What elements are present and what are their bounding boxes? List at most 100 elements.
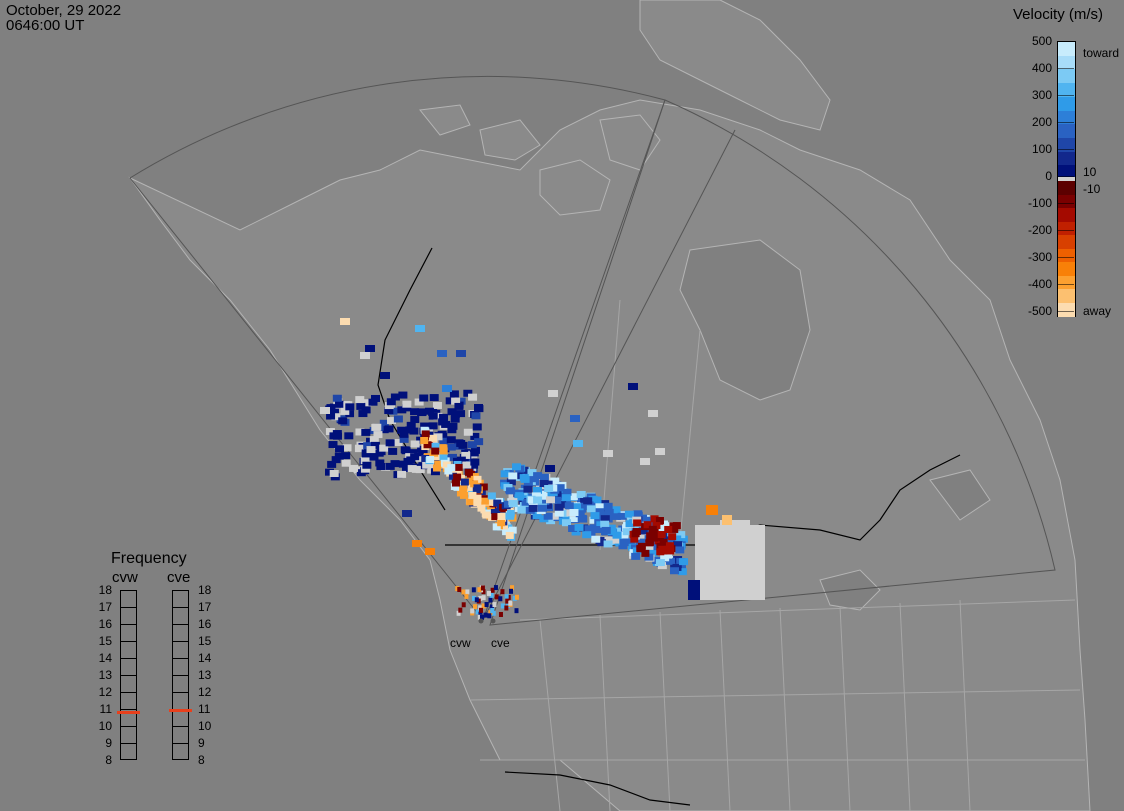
frequency-gridline xyxy=(172,692,189,693)
scatter-cell xyxy=(456,410,466,418)
arctic-island-4 xyxy=(419,104,471,136)
colorbar-pos-thresh-label: 10 xyxy=(1083,165,1097,179)
scatter-cell xyxy=(421,430,430,438)
scatter-cell xyxy=(644,542,654,550)
scatter-cell xyxy=(634,523,644,531)
colorbar-swatch-toward xyxy=(1058,165,1075,180)
scatter-cell xyxy=(475,479,484,487)
frequency-gridline xyxy=(172,743,189,744)
scatter-cell xyxy=(398,460,408,468)
scatter-cell xyxy=(631,552,641,560)
scatter-cell xyxy=(484,602,489,608)
scatter-cell xyxy=(466,498,475,506)
scatter-cell xyxy=(554,503,564,511)
colorbar-tick-label: 100 xyxy=(1031,142,1052,156)
scatter-cell xyxy=(648,525,657,533)
scatter-cell xyxy=(575,510,585,518)
scatter-cell xyxy=(460,478,469,486)
colorbar-tick-mark xyxy=(1057,149,1074,150)
scatter-cell xyxy=(456,610,461,616)
scatter-cell xyxy=(533,486,543,494)
scatter-cell xyxy=(474,597,479,603)
scatter-cell xyxy=(338,417,348,425)
colorbar-swatch-away xyxy=(1058,235,1075,249)
scatter-cell xyxy=(657,531,666,539)
scatter-cell xyxy=(669,522,678,530)
scatter-cell xyxy=(402,510,412,517)
scatter-cell xyxy=(508,472,518,480)
scatter-cell xyxy=(677,568,687,576)
scatter-cell xyxy=(365,345,375,352)
scatter-cell xyxy=(479,614,484,620)
scatter-cell xyxy=(432,401,442,409)
scatter-cell xyxy=(384,425,394,433)
scatter-cell xyxy=(673,541,683,549)
scatter-cell xyxy=(393,415,403,423)
frequency-gridline xyxy=(120,607,137,608)
scatter-cell xyxy=(521,498,531,506)
scatter-cell xyxy=(474,403,484,411)
frequency-gridline xyxy=(172,607,189,608)
scatter-cell xyxy=(355,428,365,436)
scatter-cell xyxy=(463,428,473,436)
radar-label-cve: cve xyxy=(491,636,510,650)
scatter-cell xyxy=(344,432,354,440)
scatter-cell xyxy=(433,433,443,441)
scatter-cell xyxy=(573,440,583,447)
scatter-cell xyxy=(552,496,562,504)
scatter-cell xyxy=(659,520,669,528)
scatter-cell xyxy=(473,475,482,483)
scatter-cell xyxy=(586,505,596,513)
scatter-cell xyxy=(517,506,527,514)
scatter-cell xyxy=(399,430,409,438)
scatter-cell xyxy=(559,509,569,517)
scatter-cell xyxy=(355,396,365,404)
scatter-cell xyxy=(635,538,645,546)
scatter-cell xyxy=(481,589,486,595)
frequency-scale-label-left: 18 xyxy=(98,583,112,597)
scatter-cell xyxy=(401,447,411,455)
scatter-cell xyxy=(356,469,366,477)
scatter-cell xyxy=(591,535,601,543)
scatter-cell xyxy=(628,383,638,390)
scatter-cell xyxy=(450,415,460,423)
scatter-cell xyxy=(402,404,412,412)
scatter-cell xyxy=(500,603,505,609)
scatter-cell xyxy=(490,587,495,593)
scatter-cell xyxy=(362,461,372,469)
scatter-cell xyxy=(670,525,679,533)
scatter-cell xyxy=(663,522,673,530)
scatter-cell xyxy=(471,412,481,420)
scatter-cell xyxy=(326,412,336,420)
scatter-cell xyxy=(512,463,522,471)
scatter-cell xyxy=(447,453,457,461)
frequency-gridline xyxy=(120,692,137,693)
scatter-cell xyxy=(345,403,355,411)
colorbar-tick-label: -100 xyxy=(1027,196,1052,210)
scatter-cell xyxy=(480,497,489,505)
scatter-cell xyxy=(545,496,555,504)
scatter-cell xyxy=(648,410,658,417)
scatter-cell xyxy=(380,372,390,379)
colorbar-toward-label: toward xyxy=(1083,46,1120,60)
scatter-cells xyxy=(320,318,765,620)
frequency-scale-label-left: 13 xyxy=(98,668,112,682)
scatter-cell xyxy=(605,536,615,544)
scatter-cell xyxy=(451,410,461,418)
scatter-cell xyxy=(445,397,455,405)
scatter-cell xyxy=(479,483,488,491)
scatter-cell xyxy=(631,530,640,538)
frequency-scale-label-right: 10 xyxy=(198,719,212,733)
scatter-cell xyxy=(341,459,351,467)
scatter-cell xyxy=(508,600,513,606)
scatter-cell xyxy=(361,428,371,436)
scatter-cell xyxy=(449,390,459,398)
scatter-cell xyxy=(458,441,468,449)
scatter-cell xyxy=(652,522,661,530)
scatter-cell xyxy=(428,412,438,420)
scatter-cell xyxy=(688,580,700,600)
scatter-cell xyxy=(622,528,632,536)
colorbar-swatch-toward xyxy=(1058,69,1075,84)
scatter-cell xyxy=(428,438,438,446)
scatter-cell xyxy=(506,478,516,486)
